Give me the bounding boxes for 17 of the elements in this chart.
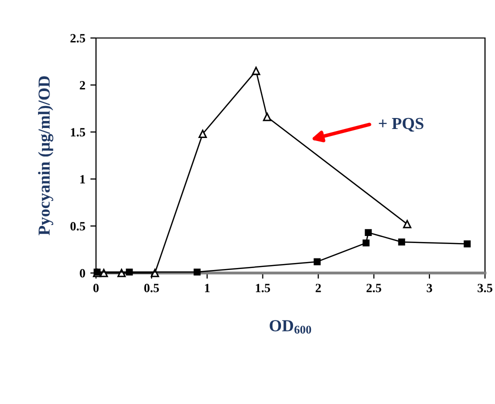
y-tick-label: 1.5 — [70, 128, 86, 137]
y-axis-title: Pyocyanin (µg/ml)/OD — [38, 76, 54, 236]
y-tick-label: 2.5 — [70, 34, 86, 43]
x-axis-title: OD$_{600}$ — [270, 320, 312, 334]
x-tick-label: 1 — [205, 284, 210, 292]
x-tick-label: 2.5 — [366, 284, 382, 292]
x-tick-label: 1.5 — [256, 284, 270, 292]
y-tick-label: 0 — [80, 269, 86, 278]
x-tick-label: 0 — [93, 284, 99, 292]
x-tick-label: 3.5 — [478, 284, 492, 292]
x-tick-label: 3 — [426, 284, 432, 292]
x-tick-label: 0.5 — [144, 284, 159, 292]
y-tick-label: 1 — [80, 175, 85, 184]
y-tick-label: 0.5 — [70, 222, 86, 231]
annotation: + PQS — [378, 118, 424, 132]
x-tick-label: 2 — [316, 284, 321, 292]
y-tick-label: 2 — [80, 81, 86, 90]
